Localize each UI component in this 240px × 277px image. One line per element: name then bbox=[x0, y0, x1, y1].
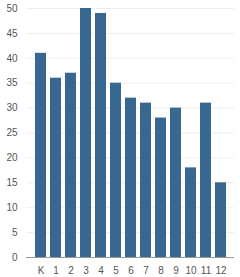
svg-text:3: 3 bbox=[83, 265, 89, 276]
svg-text:8: 8 bbox=[158, 265, 164, 276]
svg-text:50: 50 bbox=[6, 3, 18, 14]
svg-text:10: 10 bbox=[6, 202, 18, 213]
svg-text:2: 2 bbox=[68, 265, 74, 276]
svg-text:0: 0 bbox=[12, 252, 18, 263]
svg-text:10: 10 bbox=[185, 265, 197, 276]
svg-text:45: 45 bbox=[6, 28, 18, 39]
svg-text:7: 7 bbox=[143, 265, 149, 276]
svg-text:25: 25 bbox=[6, 127, 18, 138]
svg-text:9: 9 bbox=[173, 265, 179, 276]
svg-text:1: 1 bbox=[53, 265, 59, 276]
svg-text:30: 30 bbox=[6, 102, 18, 113]
svg-text:K: K bbox=[38, 265, 45, 276]
svg-text:11: 11 bbox=[201, 265, 212, 276]
svg-text:40: 40 bbox=[6, 53, 18, 64]
svg-text:35: 35 bbox=[6, 77, 18, 88]
svg-text:20: 20 bbox=[6, 152, 18, 163]
svg-text:5: 5 bbox=[12, 227, 18, 238]
svg-text:12: 12 bbox=[215, 265, 227, 276]
svg-text:15: 15 bbox=[6, 177, 18, 188]
svg-text:4: 4 bbox=[98, 265, 104, 276]
svg-text:5: 5 bbox=[113, 265, 119, 276]
svg-text:6: 6 bbox=[128, 265, 134, 276]
